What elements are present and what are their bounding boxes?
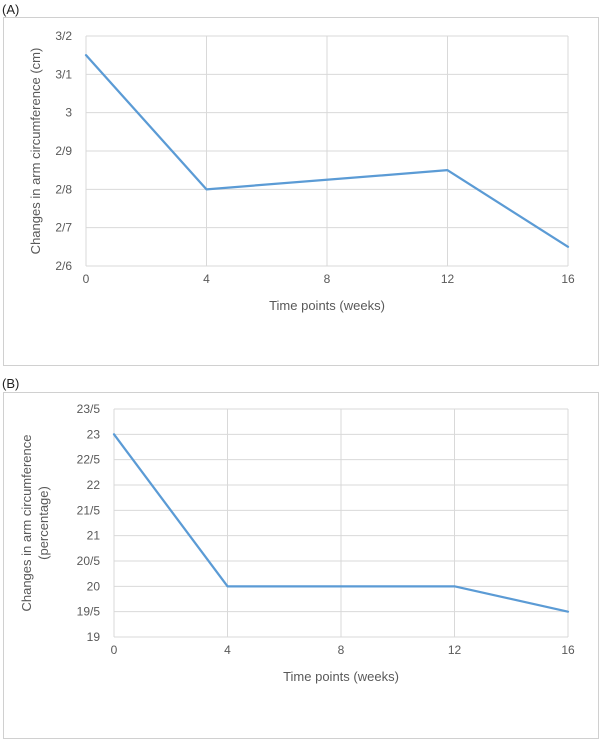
x-tick-label: 16	[561, 643, 575, 657]
series-line	[84, 54, 570, 248]
y-tick-label: 20/5	[77, 554, 101, 568]
x-tick-label: 12	[441, 272, 455, 286]
data-point	[446, 169, 449, 172]
y-tick-label: 23	[87, 427, 101, 441]
y-tick-label: 22/5	[77, 453, 101, 467]
data-point	[453, 585, 456, 588]
y-tick-label: 21/5	[77, 503, 101, 517]
x-tick-label: 0	[111, 643, 118, 657]
y-tick-label: 19/5	[77, 605, 101, 619]
x-tick-label: 16	[561, 272, 575, 286]
y-tick-label: 3	[65, 106, 72, 120]
y-tick-label: 3/2	[55, 29, 72, 43]
y-axis-label: (percentage)	[36, 486, 51, 560]
y-tick-label: 2/8	[55, 182, 72, 196]
y-axis-label: Changes in arm circumference (cm)	[28, 48, 43, 255]
y-axis-label: Changes in arm circumference	[19, 434, 34, 611]
data-point	[226, 585, 229, 588]
series-line	[112, 433, 570, 613]
y-tick-label: 2/6	[55, 259, 72, 273]
y-tick-label: 21	[87, 529, 101, 543]
x-tick-label: 12	[448, 643, 462, 657]
data-point	[85, 54, 88, 57]
panel-b-frame: 19 19/5 20 20/5 21 21/5 22 22/5 23 23/5 0 4 8 12 16 Tim…	[3, 392, 599, 739]
x-tick-label: 4	[224, 643, 231, 657]
panel-a-label: (A)	[2, 2, 20, 17]
y-tick-label: 2/9	[55, 144, 72, 158]
chart-b: 19 19/5 20 20/5 21 21/5 22 22/5 23 23/5 0 4 8 12 16 Tim…	[19, 402, 575, 684]
x-tick-label: 8	[338, 643, 345, 657]
y-tick-label: 19	[87, 630, 101, 644]
x-tick-label: 0	[83, 272, 90, 286]
panel-a-frame: 2/6 2/7 2/8 2/9 3 3/1 3/2 0 4 8 12 16 Time points (w…	[3, 17, 599, 366]
data-point	[567, 245, 570, 248]
y-tick-label: 2/7	[55, 221, 72, 235]
x-axis-label: Time points (weeks)	[269, 298, 385, 313]
x-tick-label: 4	[203, 272, 210, 286]
y-tick-label: 22	[87, 478, 101, 492]
y-tick-label: 3/1	[55, 67, 72, 81]
x-axis-label: Time points (weeks)	[283, 669, 399, 684]
panel-b-label: (B)	[2, 376, 20, 391]
x-tick-label: 8	[324, 272, 331, 286]
data-point	[567, 610, 570, 613]
y-tick-label: 23/5	[77, 402, 101, 416]
data-point	[113, 433, 116, 436]
y-tick-label: 20	[87, 579, 101, 593]
data-point	[205, 188, 208, 191]
chart-a: 2/6 2/7 2/8 2/9 3 3/1 3/2 0 4 8 12 16 Time points (w…	[28, 29, 575, 313]
